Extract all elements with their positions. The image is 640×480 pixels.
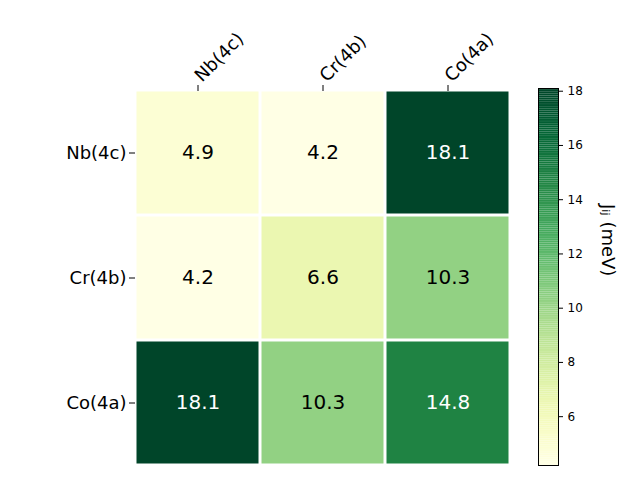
svg-text:10: 10 (568, 301, 583, 315)
html-text:Jᵢⱼ (meV): Jᵢⱼ (meV) (597, 203, 619, 277)
svg-text:Nb(4c): Nb(4c) (66, 142, 126, 163)
svg-text:Cr(4b): Cr(4b) (315, 30, 370, 85)
svg-text:4.2: 4.2 (182, 265, 214, 289)
svg-text:12: 12 (568, 247, 583, 261)
svg-text:10.3: 10.3 (301, 390, 346, 414)
svg-text:18.1: 18.1 (176, 390, 221, 414)
svg-text:14.8: 14.8 (426, 390, 471, 414)
svg-text:Co(4a): Co(4a) (440, 28, 497, 85)
svg-text:Cr(4b): Cr(4b) (70, 267, 127, 288)
svg-text:18: 18 (568, 84, 583, 98)
svg-text:18.1: 18.1 (426, 140, 471, 164)
svg-text:14: 14 (568, 193, 583, 207)
svg-text:4.2: 4.2 (307, 140, 339, 164)
svg-text:6: 6 (568, 410, 576, 424)
svg-text:Nb(4c): Nb(4c) (190, 28, 247, 85)
svg-text:10.3: 10.3 (426, 265, 471, 289)
svg-text:16: 16 (568, 138, 583, 152)
svg-text:6.6: 6.6 (307, 265, 339, 289)
svg-text:4.9: 4.9 (182, 140, 214, 164)
svg-text:Co(4a): Co(4a) (66, 392, 126, 413)
svg-text:8: 8 (568, 355, 576, 369)
